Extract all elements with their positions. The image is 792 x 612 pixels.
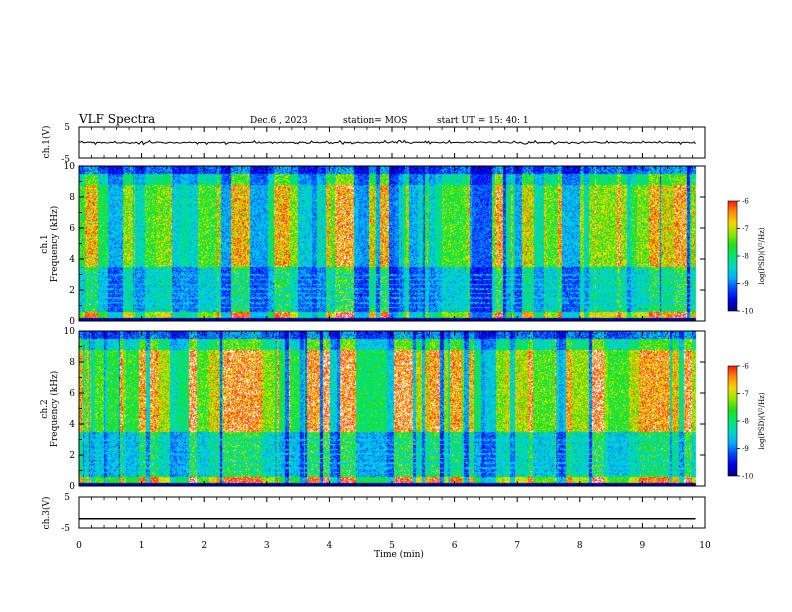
freq-tick-label: 6 <box>69 389 75 399</box>
time-tick-label: 4 <box>327 541 333 551</box>
freq-tick-label: 8 <box>69 193 75 203</box>
ch2-spectrogram-image <box>79 331 705 486</box>
time-tick-label: 8 <box>577 541 583 551</box>
time-axis-label: Time (min) <box>374 549 424 560</box>
ch1-channel-label: ch.1 <box>40 234 50 253</box>
ch3-voltage-ylabel: ch.3(V) <box>41 497 52 530</box>
ch2-colorbar: -6 -7 -8 -9 -10 log(PSD)(V²/Hz) <box>727 363 766 481</box>
freq-tick-label: 2 <box>69 286 75 296</box>
time-tick-label: 9 <box>640 541 646 551</box>
ch2-frequency-ticks: 0 2 4 6 8 10 <box>64 327 705 492</box>
freq-tick-label: 0 <box>69 482 75 492</box>
ch1-ytick-top: 5 <box>64 123 70 133</box>
time-tick-label: 0 <box>76 541 82 551</box>
ch2-spectrogram-panel: 0 2 4 6 8 10 ch.2 Frequency (kHz) <box>40 327 706 492</box>
ch1-spectrogram-panel: 0 2 4 6 8 10 ch.1 Frequency (kHz) <box>40 162 706 327</box>
station-label: station= MOS <box>343 116 407 126</box>
freq-tick-label: 8 <box>69 358 75 368</box>
ch3-ytick-top: 5 <box>64 493 70 503</box>
ch1-ytick-bottom: -5 <box>61 155 70 165</box>
colorbar-tick-label: -9 <box>742 445 749 453</box>
time-tick-label: 6 <box>452 541 458 551</box>
ch2-colorbar-label: log(PSD)(V²/Hz) <box>758 392 766 449</box>
ch2-colorbar-ticks: -6 -7 -8 -9 -10 <box>737 363 753 481</box>
ch3-voltage-panel: 5 -5 ch.3(V) <box>41 493 706 534</box>
colorbar-tick-label: -10 <box>742 308 753 316</box>
date-label: Dec.6 , 2023 <box>250 116 308 126</box>
time-tick-label: 10 <box>699 541 711 551</box>
ch2-colorbar-gradient <box>728 366 737 476</box>
colorbar-tick-label: -6 <box>742 198 749 206</box>
ch1-voltage-panel: 5 -5 ch.1(V) <box>41 123 706 165</box>
ch1-colorbar-ticks: -6 -7 -8 -9 -10 <box>737 198 753 316</box>
freq-tick-label: 6 <box>69 224 75 234</box>
ch1-voltage-ylabel: ch.1(V) <box>41 126 52 159</box>
ch1-spectrogram-image <box>79 166 705 321</box>
ch1-colorbar: -6 -7 -8 -9 -10 log(PSD)(V²/Hz) <box>727 198 766 316</box>
colorbar-tick-label: -7 <box>742 390 749 398</box>
ch3-ytick-bottom: -5 <box>61 524 70 534</box>
colorbar-tick-label: -6 <box>742 363 749 371</box>
time-tick-label: 7 <box>514 541 520 551</box>
ch1-colorbar-gradient <box>728 201 737 311</box>
time-tick-label: 2 <box>201 541 207 551</box>
freq-tick-label: 4 <box>69 420 75 430</box>
ch1-voltage-trace <box>78 139 696 146</box>
ch1-frequency-ylabel: Frequency (kHz) <box>49 206 60 283</box>
time-tick-label: 3 <box>264 541 270 551</box>
colorbar-tick-label: -8 <box>742 418 749 426</box>
colorbar-tick-label: -7 <box>742 225 749 233</box>
time-axis: 0 1 2 3 4 5 6 7 8 9 10 <box>76 127 711 551</box>
ch1-colorbar-label: log(PSD)(V²/Hz) <box>758 227 766 284</box>
colorbar-tick-label: -10 <box>742 473 753 481</box>
freq-tick-label: 10 <box>64 162 76 172</box>
freq-tick-label: 4 <box>69 255 75 265</box>
figure-title: VLF Spectra <box>78 112 155 126</box>
ch1-frequency-ticks: 0 2 4 6 8 10 <box>64 162 705 327</box>
freq-tick-label: 10 <box>64 327 76 337</box>
voltage-line <box>78 139 696 146</box>
colorbar-tick-label: -8 <box>742 253 749 261</box>
freq-tick-label: 2 <box>69 451 75 461</box>
time-tick-label: 5 <box>389 541 395 551</box>
ch2-channel-label: ch.2 <box>40 399 50 418</box>
time-tick-label: 1 <box>139 541 145 551</box>
start-time-label: start UT = 15: 40: 1 <box>437 116 529 126</box>
ch2-frequency-ylabel: Frequency (kHz) <box>49 371 60 448</box>
colorbar-tick-label: -9 <box>742 280 749 288</box>
freq-tick-label: 0 <box>69 317 75 327</box>
